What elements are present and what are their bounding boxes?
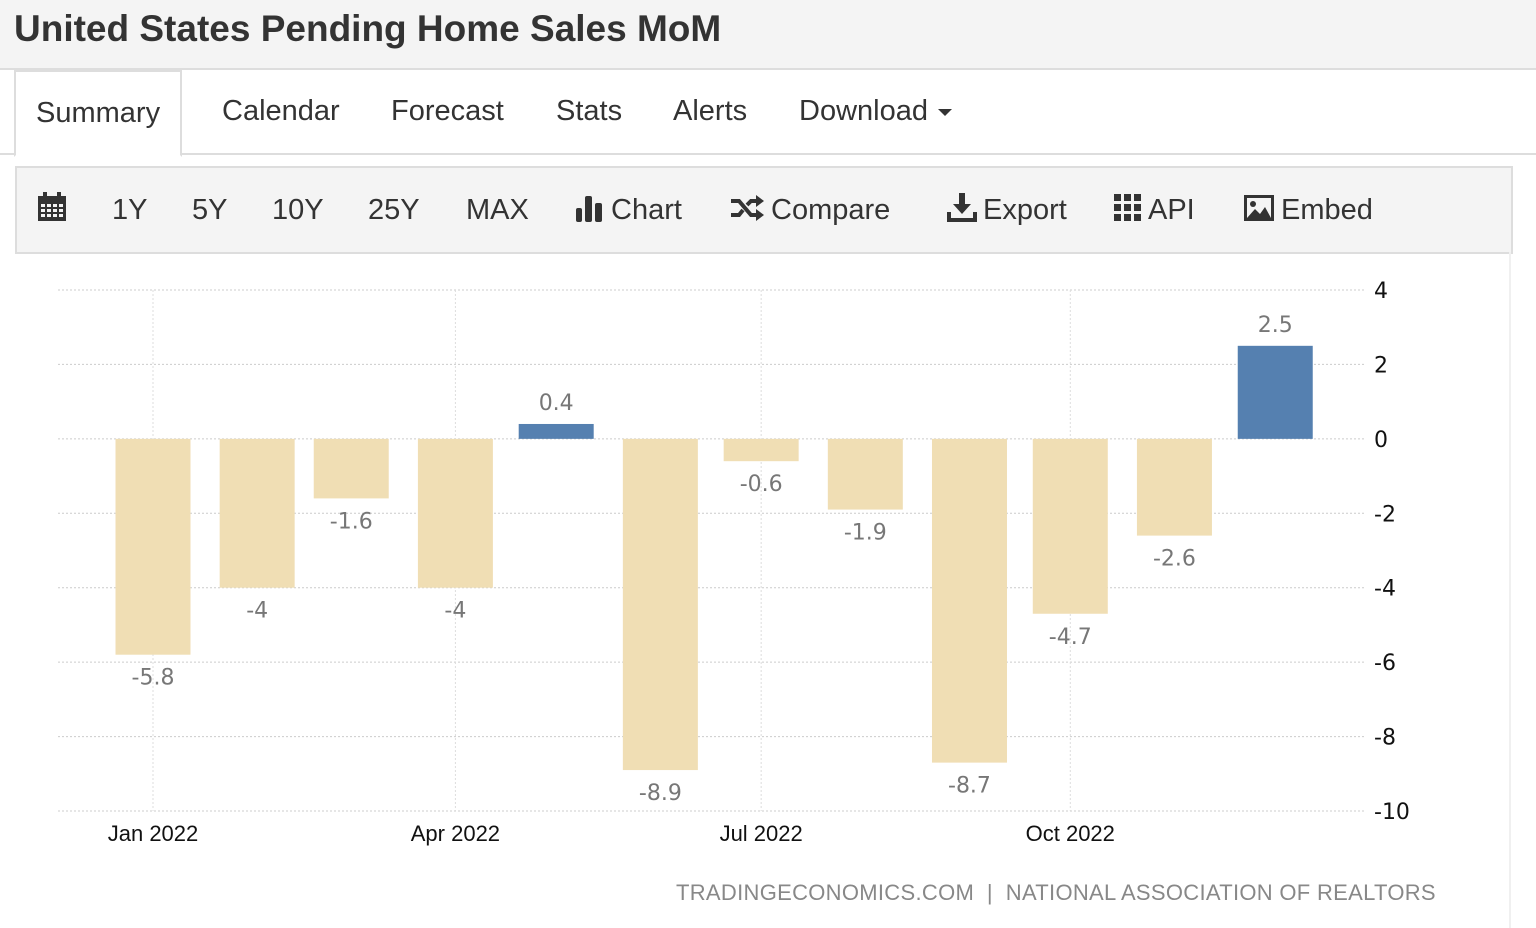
bar (931, 438, 1007, 763)
calendar-icon (38, 192, 66, 221)
y-tick-label: 4 (1374, 279, 1388, 304)
data-label: -8.7 (948, 774, 991, 799)
range-1y[interactable]: 1Y (112, 194, 148, 226)
embed-label: Embed (1281, 194, 1373, 226)
panel-border (1509, 252, 1511, 928)
bar (1032, 438, 1108, 614)
bar (1136, 438, 1212, 536)
data-label: -1.6 (330, 509, 373, 534)
calendar-button[interactable] (37, 168, 73, 252)
x-tick-label: Jan 2022 (108, 821, 199, 846)
tab-bar: Summary Calendar Forecast Stats Alerts D… (0, 70, 1536, 157)
source-credit: TRADINGECONOMICS.COM | NATIONAL ASSOCIAT… (676, 880, 1436, 905)
y-tick-label: -2 (1374, 502, 1396, 527)
tab-forecast[interactable]: Forecast (391, 95, 504, 127)
y-tick-label: -10 (1374, 800, 1410, 825)
bar (115, 438, 191, 655)
tab-summary[interactable]: Summary (14, 70, 183, 157)
data-label: -0.6 (740, 472, 783, 497)
y-tick-label: -4 (1374, 577, 1396, 602)
data-label: -4 (444, 599, 466, 624)
bar (313, 438, 389, 499)
grid-icon (1114, 194, 1141, 221)
tab-stats[interactable]: Stats (556, 95, 623, 127)
data-label: 0.4 (539, 391, 574, 416)
tab-alerts[interactable]: Alerts (673, 95, 748, 127)
range-10y[interactable]: 10Y (272, 194, 324, 226)
bar-chart: 4 2 0 -2 -4 -6 -8 -10 Jan 2022 Apr 2022 Jul 2022 Oc… (58, 279, 1410, 846)
data-label: -4 (246, 599, 268, 624)
chart-toolbar: 1Y 5Y 10Y 25Y MAX Chart Compare Export A… (15, 166, 1513, 254)
y-tick-label: -8 (1374, 726, 1396, 751)
api-button[interactable]: API (1114, 168, 1195, 252)
chart-button[interactable]: Chart (575, 168, 682, 252)
data-label: 2.5 (1258, 313, 1293, 338)
bar (827, 438, 903, 510)
data-label: -8.9 (639, 781, 682, 806)
data-label: -2.6 (1153, 547, 1196, 572)
data-label: -5.8 (132, 666, 175, 691)
compare-button[interactable]: Compare (729, 168, 890, 252)
chart-label: Chart (611, 194, 682, 226)
y-tick-label: 2 (1374, 353, 1388, 378)
embed-button[interactable]: Embed (1243, 168, 1373, 252)
tab-download-label: Download (799, 95, 928, 127)
bar (219, 438, 295, 588)
bar (1237, 345, 1313, 439)
bar (417, 438, 493, 588)
range-max[interactable]: MAX (466, 194, 529, 226)
title-bar: United States Pending Home Sales MoM (0, 0, 1536, 70)
page-title: United States Pending Home Sales MoM (14, 8, 722, 49)
data-label: -4.7 (1049, 625, 1092, 650)
x-tick-label: Jul 2022 (720, 821, 803, 846)
bar (723, 438, 799, 462)
download-icon (947, 193, 977, 222)
range-5y[interactable]: 5Y (192, 194, 228, 226)
image-icon (1244, 195, 1274, 221)
export-label: Export (983, 194, 1067, 226)
bar (518, 423, 594, 439)
x-tick-label: Apr 2022 (411, 821, 500, 846)
bar-chart-icon (576, 196, 602, 222)
caret-down-icon (937, 108, 952, 116)
compare-label: Compare (771, 194, 891, 226)
export-button[interactable]: Export (947, 168, 1067, 252)
x-tick-label: Oct 2022 (1026, 821, 1115, 846)
bar (622, 438, 698, 771)
y-tick-label: 0 (1374, 428, 1388, 453)
range-25y[interactable]: 25Y (368, 194, 420, 226)
y-tick-label: -6 (1374, 651, 1396, 676)
data-label: -1.9 (844, 521, 887, 546)
api-label: API (1148, 194, 1195, 226)
tab-download[interactable]: Download (799, 70, 952, 153)
shuffle-icon (731, 195, 764, 221)
tab-calendar[interactable]: Calendar (222, 95, 340, 127)
